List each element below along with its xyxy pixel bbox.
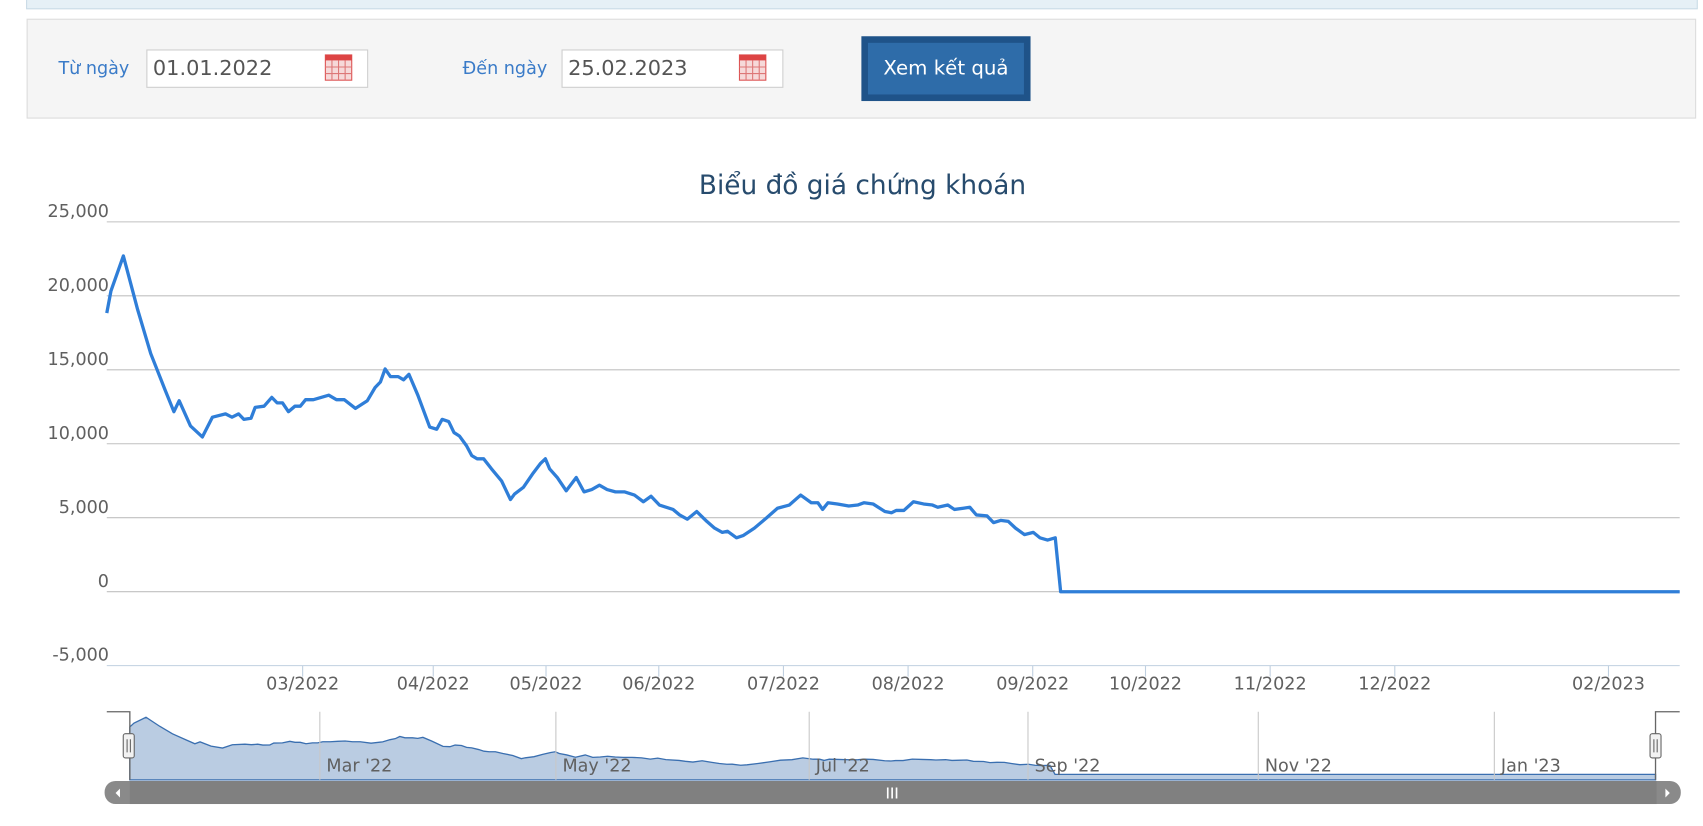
- x-tick-label: 02/2023: [1572, 674, 1645, 694]
- calendar-icon[interactable]: [738, 54, 767, 81]
- to-input[interactable]: 25.02.2023: [561, 49, 784, 88]
- submit-label[interactable]: Xem kết quả: [883, 57, 1008, 80]
- navigator-label: May '22: [562, 757, 631, 777]
- x-tick-label: 10/2022: [1109, 674, 1182, 694]
- x-tick-label: 12/2022: [1358, 674, 1431, 694]
- calendar-icon[interactable]: [324, 54, 353, 81]
- navigator-label: Nov '22: [1265, 757, 1332, 777]
- navigator-label: Jan '23: [1500, 757, 1561, 777]
- navigator-handle[interactable]: [122, 733, 135, 759]
- handle-grip: [1653, 739, 1658, 753]
- y-tick-label: 10,000: [48, 424, 109, 444]
- navigator-area: [129, 716, 1657, 781]
- x-tick-label: 04/2022: [397, 674, 470, 694]
- from-label: Từ ngày: [57, 59, 129, 79]
- price-line: [105, 254, 1680, 594]
- top-bar: [26, 0, 1698, 10]
- x-tick-label: 05/2022: [510, 674, 583, 694]
- x-tick-label: 11/2022: [1234, 674, 1307, 694]
- y-tick-label: 25,000: [48, 202, 109, 222]
- from-input[interactable]: 01.01.2022: [146, 49, 369, 88]
- scroll-right[interactable]: [1665, 788, 1670, 798]
- x-tick-label: 03/2022: [266, 674, 339, 694]
- navigator-label: Jul '22: [815, 757, 870, 777]
- handle-grip: [126, 739, 131, 753]
- to-label: Đến ngày: [463, 58, 548, 79]
- chart-title: Biểu đồ giá chứng khoán: [699, 170, 1026, 201]
- scroll-left[interactable]: [115, 788, 120, 798]
- navigator-handle[interactable]: [1649, 733, 1662, 759]
- y-tick-label: 0: [98, 572, 109, 592]
- y-tick-label: -5,000: [52, 646, 109, 666]
- navigator-label: Sep '22: [1035, 757, 1101, 777]
- y-tick-label: 15,000: [48, 350, 109, 370]
- x-tick-label: 06/2022: [622, 674, 695, 694]
- x-tick-label: 07/2022: [747, 674, 820, 694]
- navigator-label: Mar '22: [326, 757, 392, 777]
- x-tick-label: 08/2022: [872, 674, 945, 694]
- from-value[interactable]: 01.01.2022: [153, 56, 272, 80]
- submit-button[interactable]: Xem kết quả: [861, 36, 1031, 102]
- scrollbar-thumb[interactable]: [129, 780, 1657, 805]
- thumb-grip: [886, 787, 898, 799]
- to-value[interactable]: 25.02.2023: [568, 56, 687, 80]
- y-tick-label: 5,000: [59, 498, 109, 518]
- y-tick-label: 20,000: [48, 276, 109, 296]
- x-tick-label: 09/2022: [996, 674, 1069, 694]
